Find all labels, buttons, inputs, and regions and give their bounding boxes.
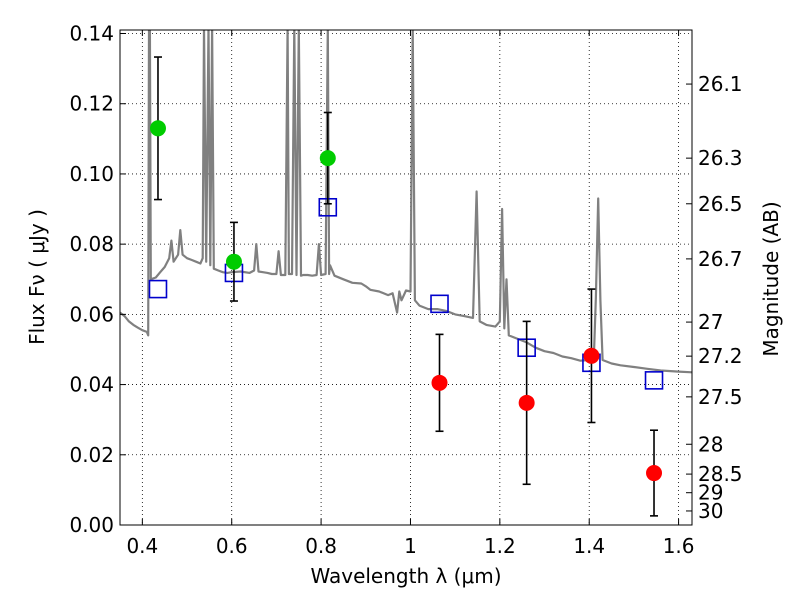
- model-square-marker: [148, 279, 168, 299]
- right-tick-label: 26.1: [698, 72, 743, 96]
- x-tick-label: 1: [404, 534, 417, 558]
- right-tick-label: 26.5: [698, 192, 743, 216]
- marker-layer: [148, 56, 664, 517]
- right-tick-label: 26.7: [698, 247, 743, 271]
- data-point: [583, 347, 600, 364]
- data-point: [319, 150, 336, 167]
- y-tick-label: 0.02: [69, 443, 114, 467]
- plot-frame: [119, 29, 693, 526]
- right-tick-label: 27.2: [698, 344, 743, 368]
- right-tick-label: 28.5: [698, 462, 743, 486]
- y-axis-title: Flux Fν ( μJy ): [25, 209, 49, 345]
- x-tick-label: 1.2: [484, 534, 516, 558]
- model-square-marker: [644, 371, 664, 390]
- y-tick-label: 0.12: [69, 92, 114, 116]
- right-tick-label: 30: [698, 499, 723, 523]
- right-tick-label: 26.3: [698, 146, 743, 170]
- y-tick-label: 0.04: [69, 373, 114, 397]
- data-point: [149, 120, 166, 137]
- right-tick-label: 27: [698, 310, 723, 334]
- right-tick-label: 29: [698, 481, 723, 505]
- x-tick-label: 0.4: [126, 534, 158, 558]
- data-point: [225, 253, 242, 270]
- right-tick-label: 27.5: [698, 385, 743, 409]
- data-point: [431, 374, 448, 391]
- right-tick-label: 28: [698, 432, 723, 456]
- x-axis-title: Wavelength λ (μm): [310, 564, 501, 588]
- y-axis-right-title: Magnitude (AB): [759, 201, 783, 356]
- model-square-marker: [430, 294, 449, 314]
- spectrum-layer: [120, 30, 692, 374]
- spectrum-line: [120, 30, 692, 374]
- x-tick-label: 0.6: [216, 534, 248, 558]
- y-tick-label: 0.14: [69, 22, 114, 46]
- data-point: [518, 394, 535, 411]
- x-tick-label: 0.8: [305, 534, 337, 558]
- y-tick-label: 0.08: [69, 232, 114, 256]
- x-tick-label: 1.6: [663, 534, 695, 558]
- y-tick-label: 0.00: [69, 513, 114, 537]
- data-point: [646, 465, 663, 482]
- y-tick-label: 0.10: [69, 162, 114, 186]
- tick-layer: 0.4 0.6 0.8 1 1.2 1.4 1.6 0.00 0.02 0.04 0.06 0.08 0…: [69, 22, 742, 558]
- x-tick-label: 1.4: [573, 534, 605, 558]
- y-tick-label: 0.06: [69, 302, 114, 326]
